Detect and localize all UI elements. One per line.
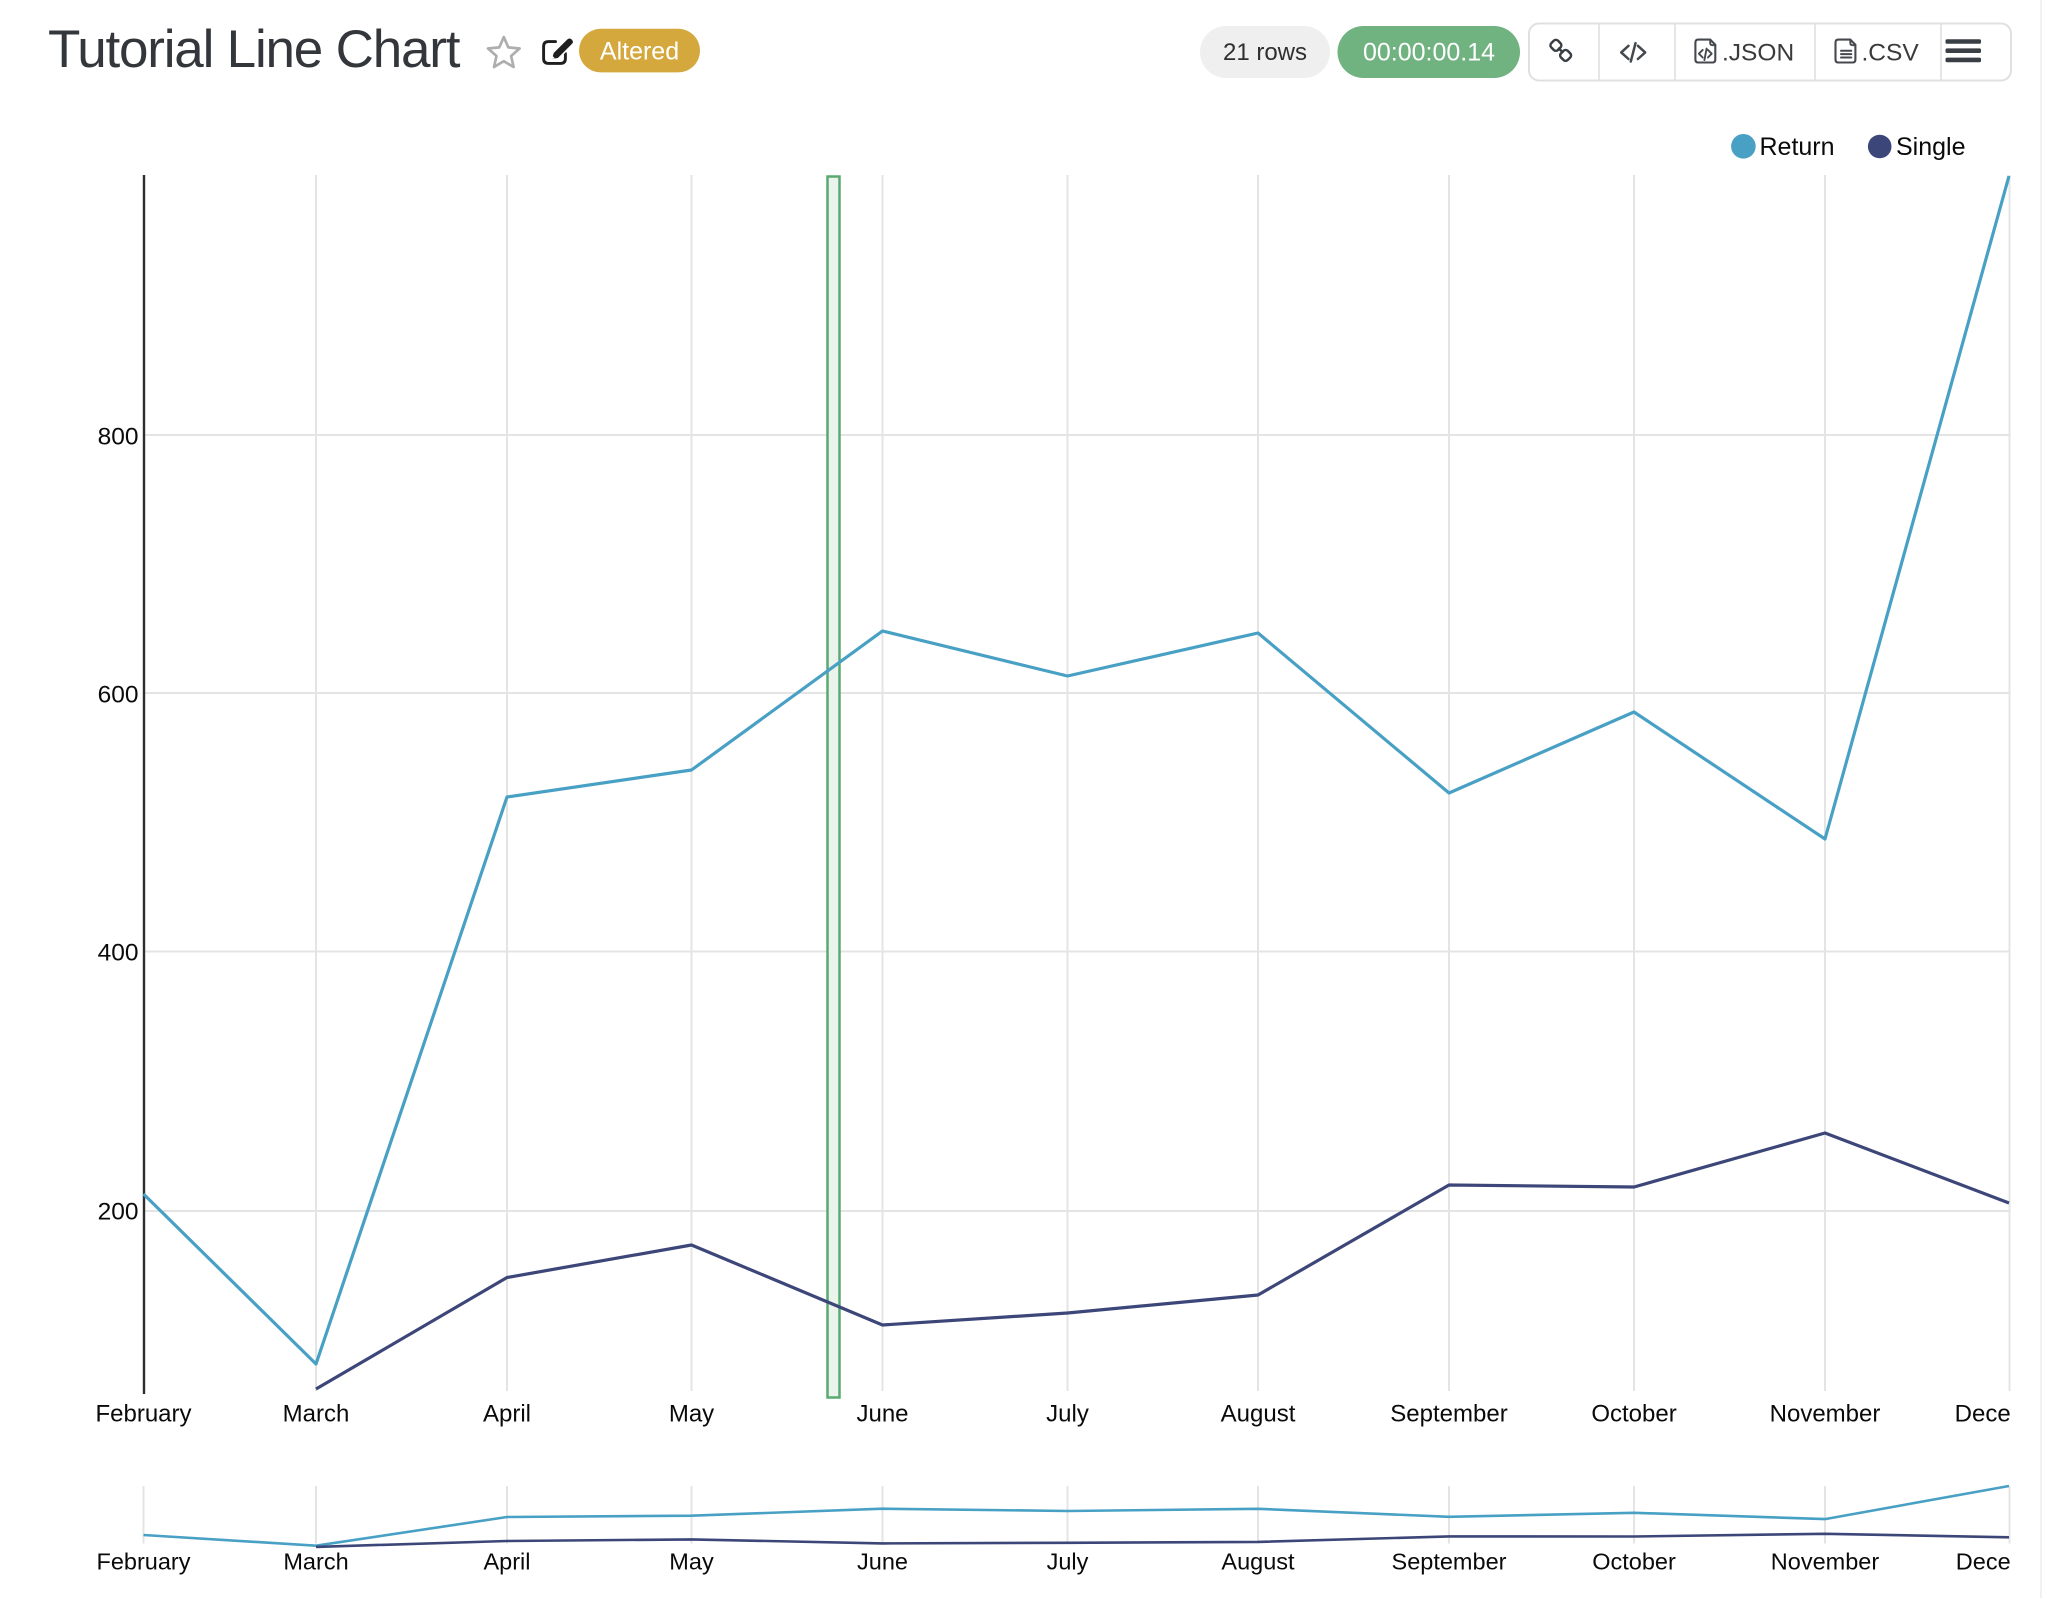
svg-text:August: August [1221, 1548, 1295, 1574]
svg-text:.CSV: .CSV [1862, 40, 1920, 67]
svg-text:September: September [1390, 1401, 1507, 1428]
svg-text:September: September [1392, 1548, 1507, 1574]
svg-text:July: July [1047, 1548, 1089, 1574]
svg-text:June: June [856, 1401, 908, 1428]
svg-text:May: May [669, 1548, 714, 1574]
svg-text:400: 400 [98, 940, 139, 967]
svg-text:October: October [1592, 1548, 1676, 1574]
svg-text:200: 200 [98, 1199, 139, 1226]
svg-text:Tutorial Line Chart: Tutorial Line Chart [48, 20, 461, 79]
svg-text:April: April [483, 1548, 530, 1574]
svg-text:March: March [283, 1548, 348, 1574]
svg-text:February: February [96, 1548, 190, 1574]
svg-text:December: December [1955, 1401, 2050, 1428]
svg-text:October: October [1591, 1401, 1676, 1428]
svg-text:July: July [1046, 1401, 1089, 1428]
svg-text:November: November [1770, 1401, 1881, 1428]
svg-text:00:00:00.14: 00:00:00.14 [1363, 39, 1495, 67]
svg-text:600: 600 [98, 682, 139, 709]
svg-text:Single: Single [1896, 133, 1966, 161]
svg-text:November: November [1771, 1548, 1880, 1574]
svg-text:.JSON: .JSON [1722, 40, 1794, 67]
svg-text:21 rows: 21 rows [1223, 39, 1307, 66]
svg-text:February: February [95, 1401, 191, 1428]
svg-text:April: April [483, 1401, 531, 1428]
svg-text:June: June [857, 1548, 908, 1574]
svg-text:December: December [1956, 1548, 2050, 1574]
svg-text:800: 800 [98, 424, 139, 451]
svg-text:Return: Return [1760, 133, 1835, 161]
svg-text:March: March [283, 1401, 350, 1428]
svg-text:August: August [1221, 1401, 1296, 1428]
svg-text:May: May [669, 1401, 714, 1428]
svg-text:Altered: Altered [600, 38, 679, 66]
